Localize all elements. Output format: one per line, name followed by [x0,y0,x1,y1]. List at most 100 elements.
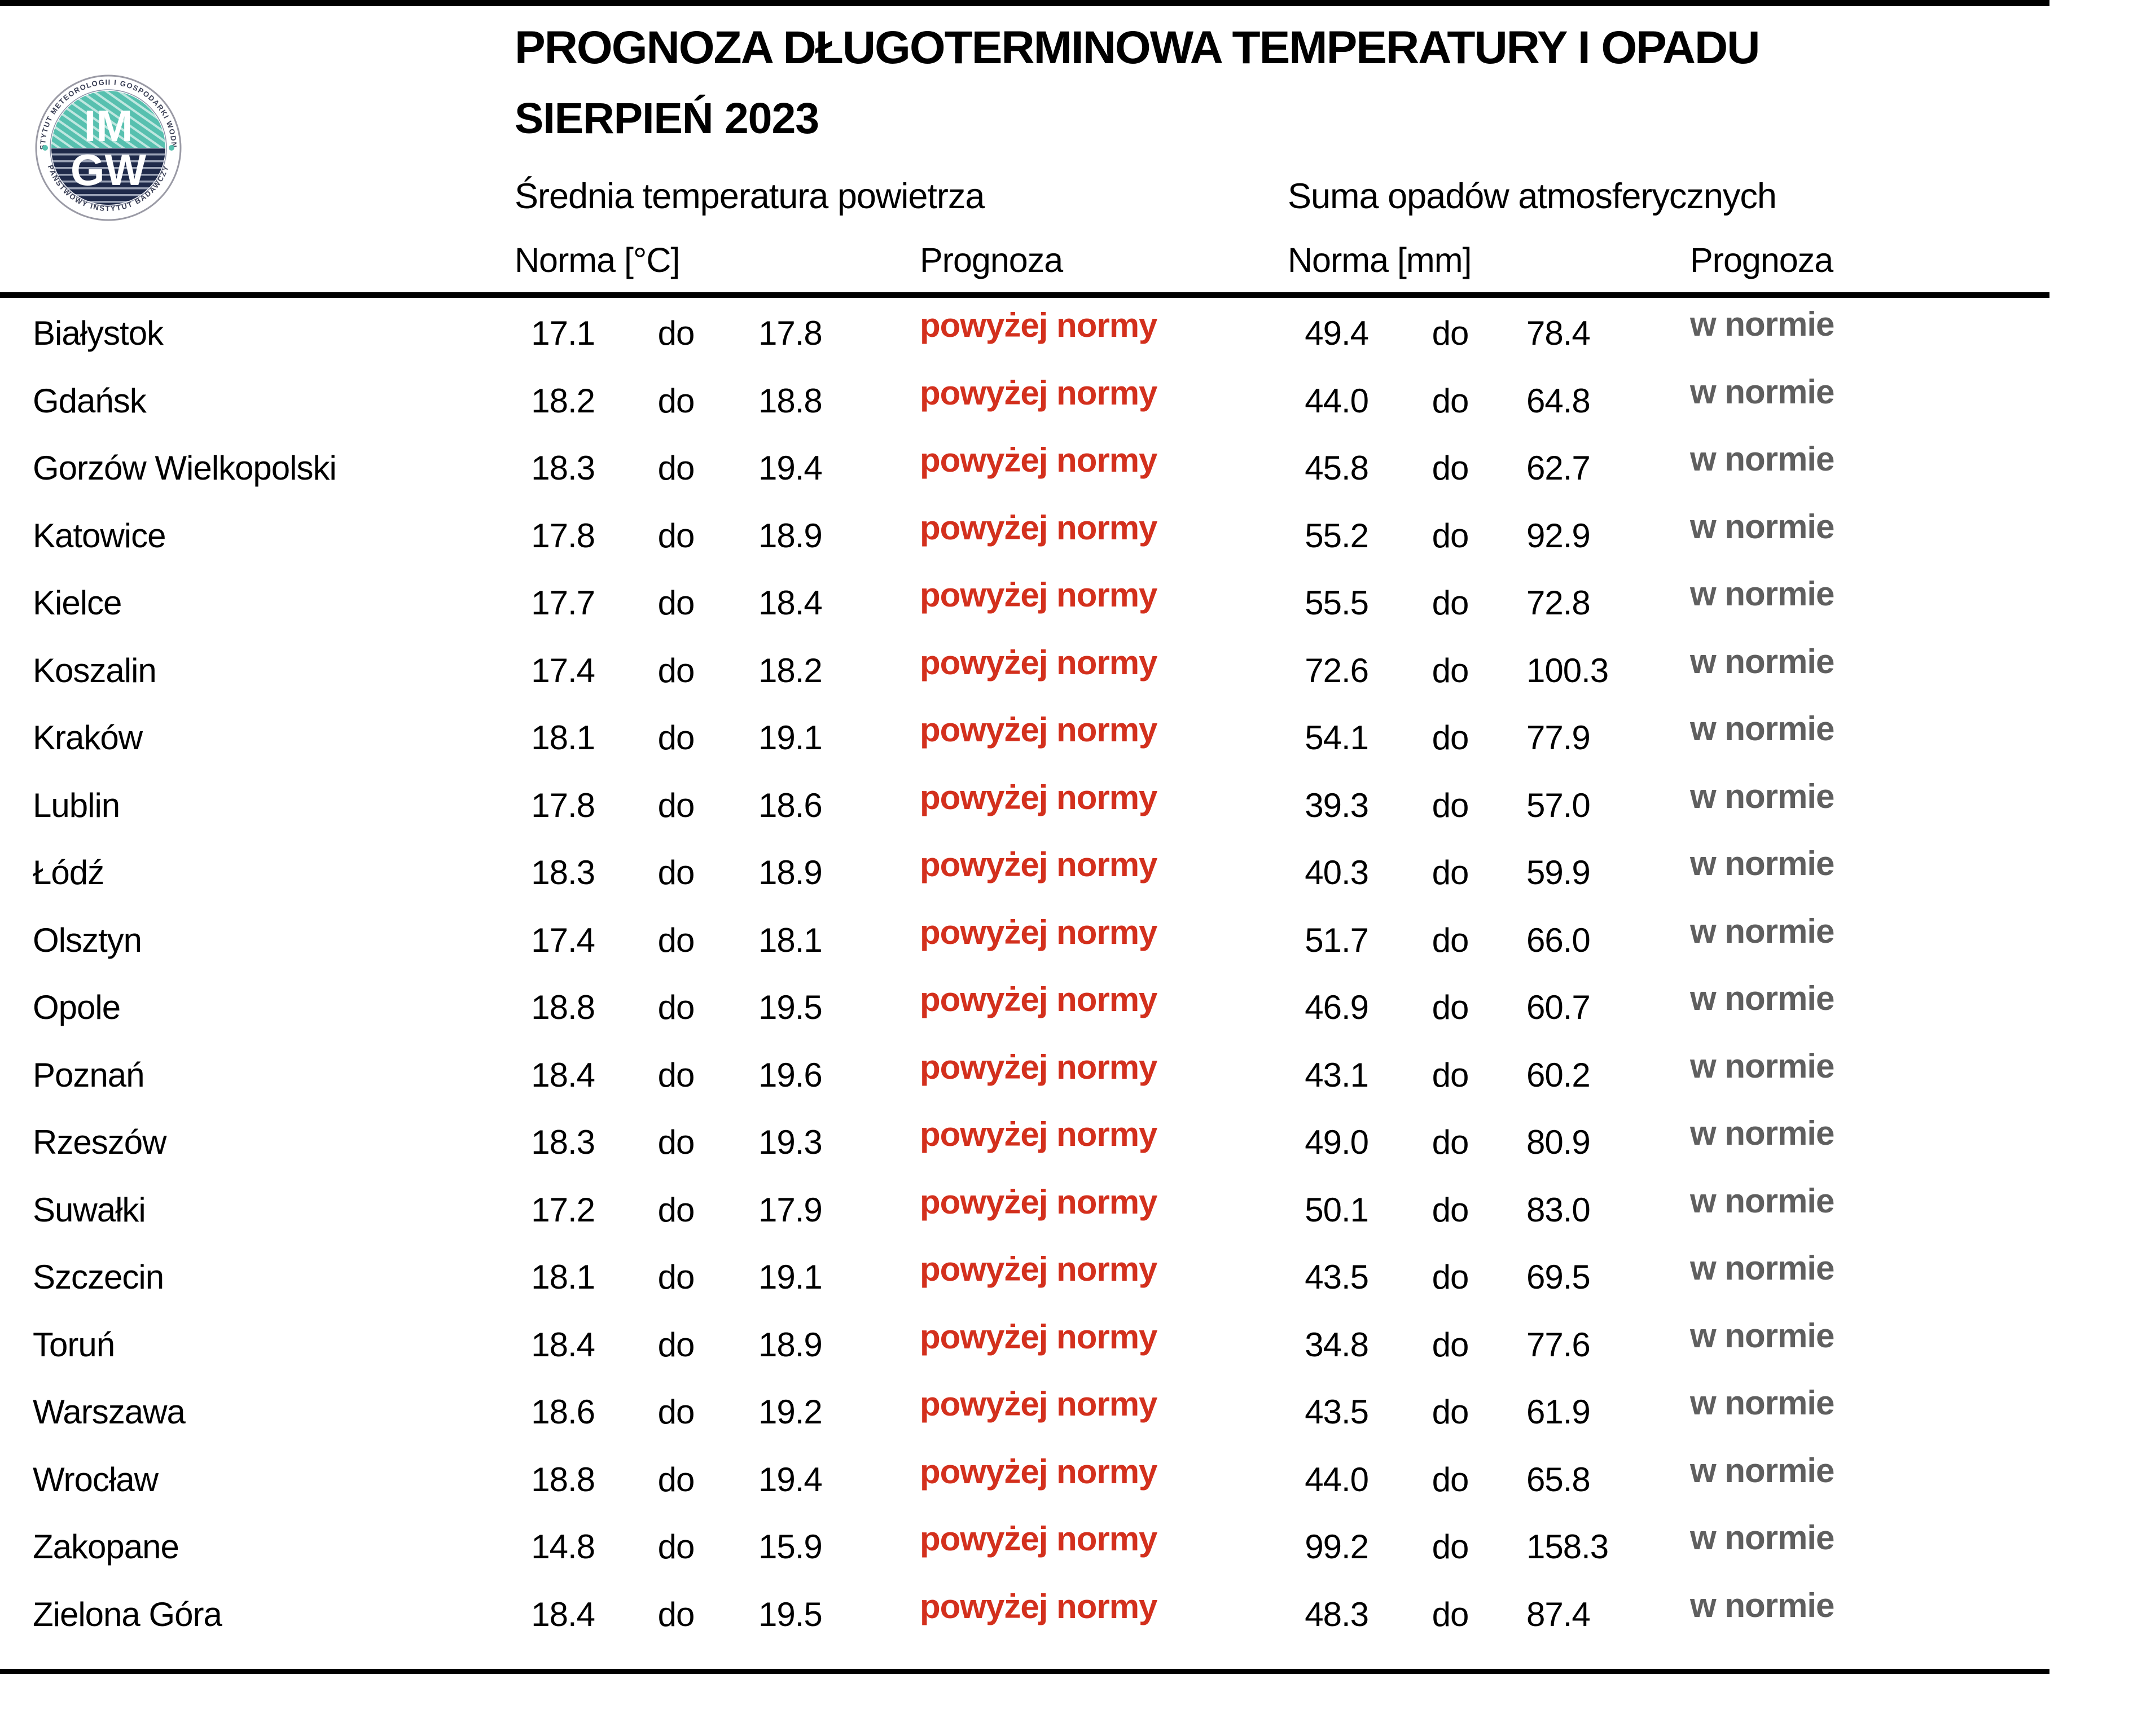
temp-norm-high: 19.1 [758,719,823,757]
precip-range-separator: do [1432,652,1469,689]
temp-forecast-value: powyżej normy [920,374,1157,412]
temp-norm-high: 19.6 [758,1056,823,1094]
temp-forecast-value: powyżej normy [920,846,1157,884]
precip-forecast-value: w normie [1690,1047,1834,1085]
temp-norm-high: 18.2 [758,652,823,689]
table-row: Rzeszów 18.3 do 19.3 powyżej normy 49.0 … [0,1109,2133,1176]
temp-norm-low: 17.8 [531,517,595,555]
precip-norm-high: 57.0 [1526,786,1591,824]
temp-norm-low: 18.2 [531,382,595,420]
imgw-logo: INSTYTUT METEOROLOGII I GOSPODARKI WODNE… [35,74,182,221]
precip-forecast-value: w normie [1690,979,1834,1017]
precip-forecast-value: w normie [1690,1519,1834,1557]
temp-norm-high: 18.8 [758,382,823,420]
precip-norm-low: 54.1 [1305,719,1369,757]
temp-range-separator: do [657,854,695,891]
precip-norm-high: 77.9 [1526,719,1591,757]
precip-forecast-value: w normie [1690,508,1834,546]
temp-range-separator: do [657,1123,695,1161]
precip-norm-high: 65.8 [1526,1461,1591,1498]
precip-forecast-value: w normie [1690,710,1834,748]
city-name: Białystok [33,314,164,352]
table-row: Katowice 17.8 do 18.9 powyżej normy 55.2… [0,502,2133,570]
temp-norm-low: 18.8 [531,988,595,1026]
temp-forecast-value: powyżej normy [920,1318,1157,1356]
precip-norm-high: 72.8 [1526,584,1591,622]
precip-range-separator: do [1432,1123,1469,1161]
temperature-section-label: Średnia temperatura powietrza [515,177,985,216]
precip-norm-low: 43.5 [1305,1258,1369,1296]
precip-range-separator: do [1432,314,1469,352]
temp-range-separator: do [657,1596,695,1633]
table-row: Olsztyn 17.4 do 18.1 powyżej normy 51.7 … [0,907,2133,974]
precip-norm-high: 60.2 [1526,1056,1591,1094]
temp-norm-high: 18.6 [758,786,823,824]
precip-forecast-value: w normie [1690,1114,1834,1152]
table-row: Szczecin 18.1 do 19.1 powyżej normy 43.5… [0,1243,2133,1311]
temp-range-separator: do [657,1056,695,1094]
city-name: Suwałki [33,1191,146,1229]
temp-norm-high: 18.9 [758,517,823,555]
temp-norm-low: 17.4 [531,921,595,959]
temp-norm-low: 18.3 [531,1123,595,1161]
precip-norm-low: 43.5 [1305,1393,1369,1431]
precip-range-separator: do [1432,1393,1469,1431]
precip-norm-low: 55.5 [1305,584,1369,622]
temp-forecast-value: powyżej normy [920,779,1157,816]
precip-forecast-value: w normie [1690,777,1834,815]
temp-norm-low: 17.8 [531,786,595,824]
precip-range-separator: do [1432,1596,1469,1633]
temp-norm-low: 18.4 [531,1056,595,1094]
temp-range-separator: do [657,786,695,824]
logo-initials-im: IM [84,101,133,151]
precip-forecast-column-header: Prognoza [1690,241,1833,279]
precip-norm-low: 46.9 [1305,988,1369,1026]
precip-range-separator: do [1432,1461,1469,1498]
temp-range-separator: do [657,1326,695,1364]
temp-forecast-value: powyżej normy [920,576,1157,614]
city-name: Opole [33,988,121,1026]
precip-norm-high: 100.3 [1526,652,1609,689]
city-name: Szczecin [33,1258,164,1296]
header-separator-rule [0,292,2049,298]
city-name: Kielce [33,584,122,622]
temp-range-separator: do [657,449,695,487]
temp-forecast-value: powyżej normy [920,1453,1157,1491]
precip-norm-high: 61.9 [1526,1393,1591,1431]
precip-range-separator: do [1432,584,1469,622]
temp-norm-high: 18.9 [758,854,823,891]
precip-norm-low: 50.1 [1305,1191,1369,1229]
precip-forecast-value: w normie [1690,1317,1834,1355]
precip-norm-column-header: Norma [mm] [1288,241,1472,279]
table-row: Toruń 18.4 do 18.9 powyżej normy 34.8 do… [0,1311,2133,1379]
precip-range-separator: do [1432,1326,1469,1364]
table-row: Kraków 18.1 do 19.1 powyżej normy 54.1 d… [0,704,2133,772]
precip-forecast-value: w normie [1690,1586,1834,1624]
precip-norm-high: 83.0 [1526,1191,1591,1229]
temp-range-separator: do [657,517,695,555]
temp-range-separator: do [657,1191,695,1229]
city-name: Lublin [33,786,120,824]
temp-norm-high: 17.9 [758,1191,823,1229]
temp-range-separator: do [657,1258,695,1296]
precip-forecast-value: w normie [1690,575,1834,613]
table-row: Warszawa 18.6 do 19.2 powyżej normy 43.5… [0,1378,2133,1446]
temp-forecast-value: powyżej normy [920,1520,1157,1558]
table-row: Opole 18.8 do 19.5 powyżej normy 46.9 do… [0,974,2133,1041]
temp-norm-high: 19.3 [758,1123,823,1161]
temp-norm-high: 17.8 [758,314,823,352]
temp-forecast-value: powyżej normy [920,913,1157,951]
temp-forecast-value: powyżej normy [920,1385,1157,1423]
city-name: Gorzów Wielkopolski [33,449,337,487]
precip-norm-high: 77.6 [1526,1326,1591,1364]
precip-norm-high: 59.9 [1526,854,1591,891]
precip-norm-low: 43.1 [1305,1056,1369,1094]
precip-range-separator: do [1432,854,1469,891]
temp-forecast-value: powyżej normy [920,509,1157,547]
precip-norm-low: 51.7 [1305,921,1369,959]
precip-norm-high: 62.7 [1526,449,1591,487]
precip-forecast-value: w normie [1690,1182,1834,1220]
precipitation-section-label: Suma opadów atmosferycznych [1288,177,1777,216]
